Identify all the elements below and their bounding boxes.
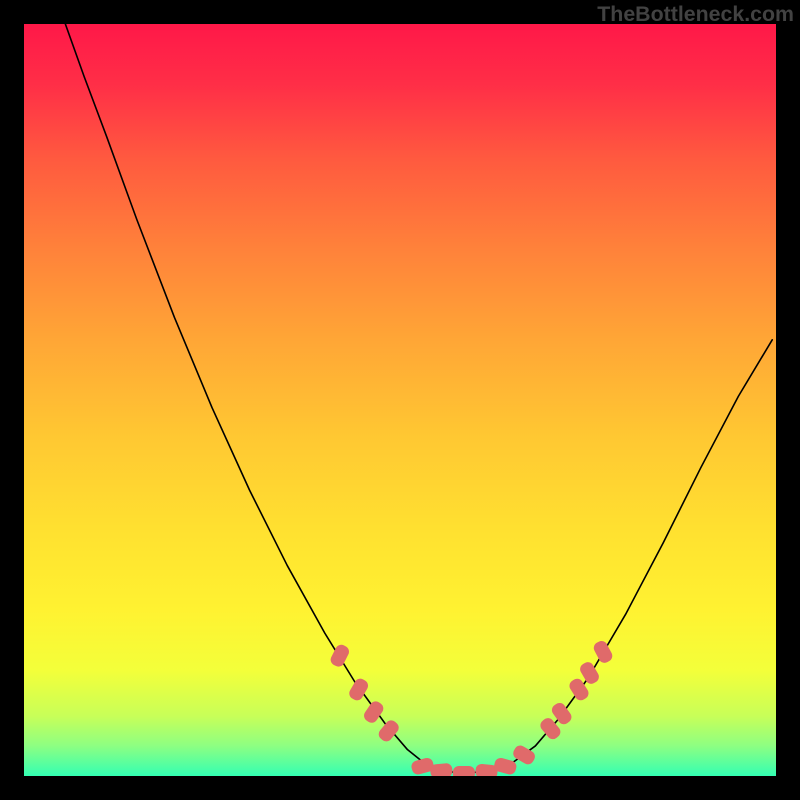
gradient-background <box>24 24 776 776</box>
plot-area <box>24 24 776 776</box>
watermark-label: TheBottleneck.com <box>597 2 794 27</box>
chart-frame: TheBottleneck.com <box>0 0 800 800</box>
bottleneck-curve-chart <box>24 24 776 776</box>
curve-marker <box>453 766 475 776</box>
